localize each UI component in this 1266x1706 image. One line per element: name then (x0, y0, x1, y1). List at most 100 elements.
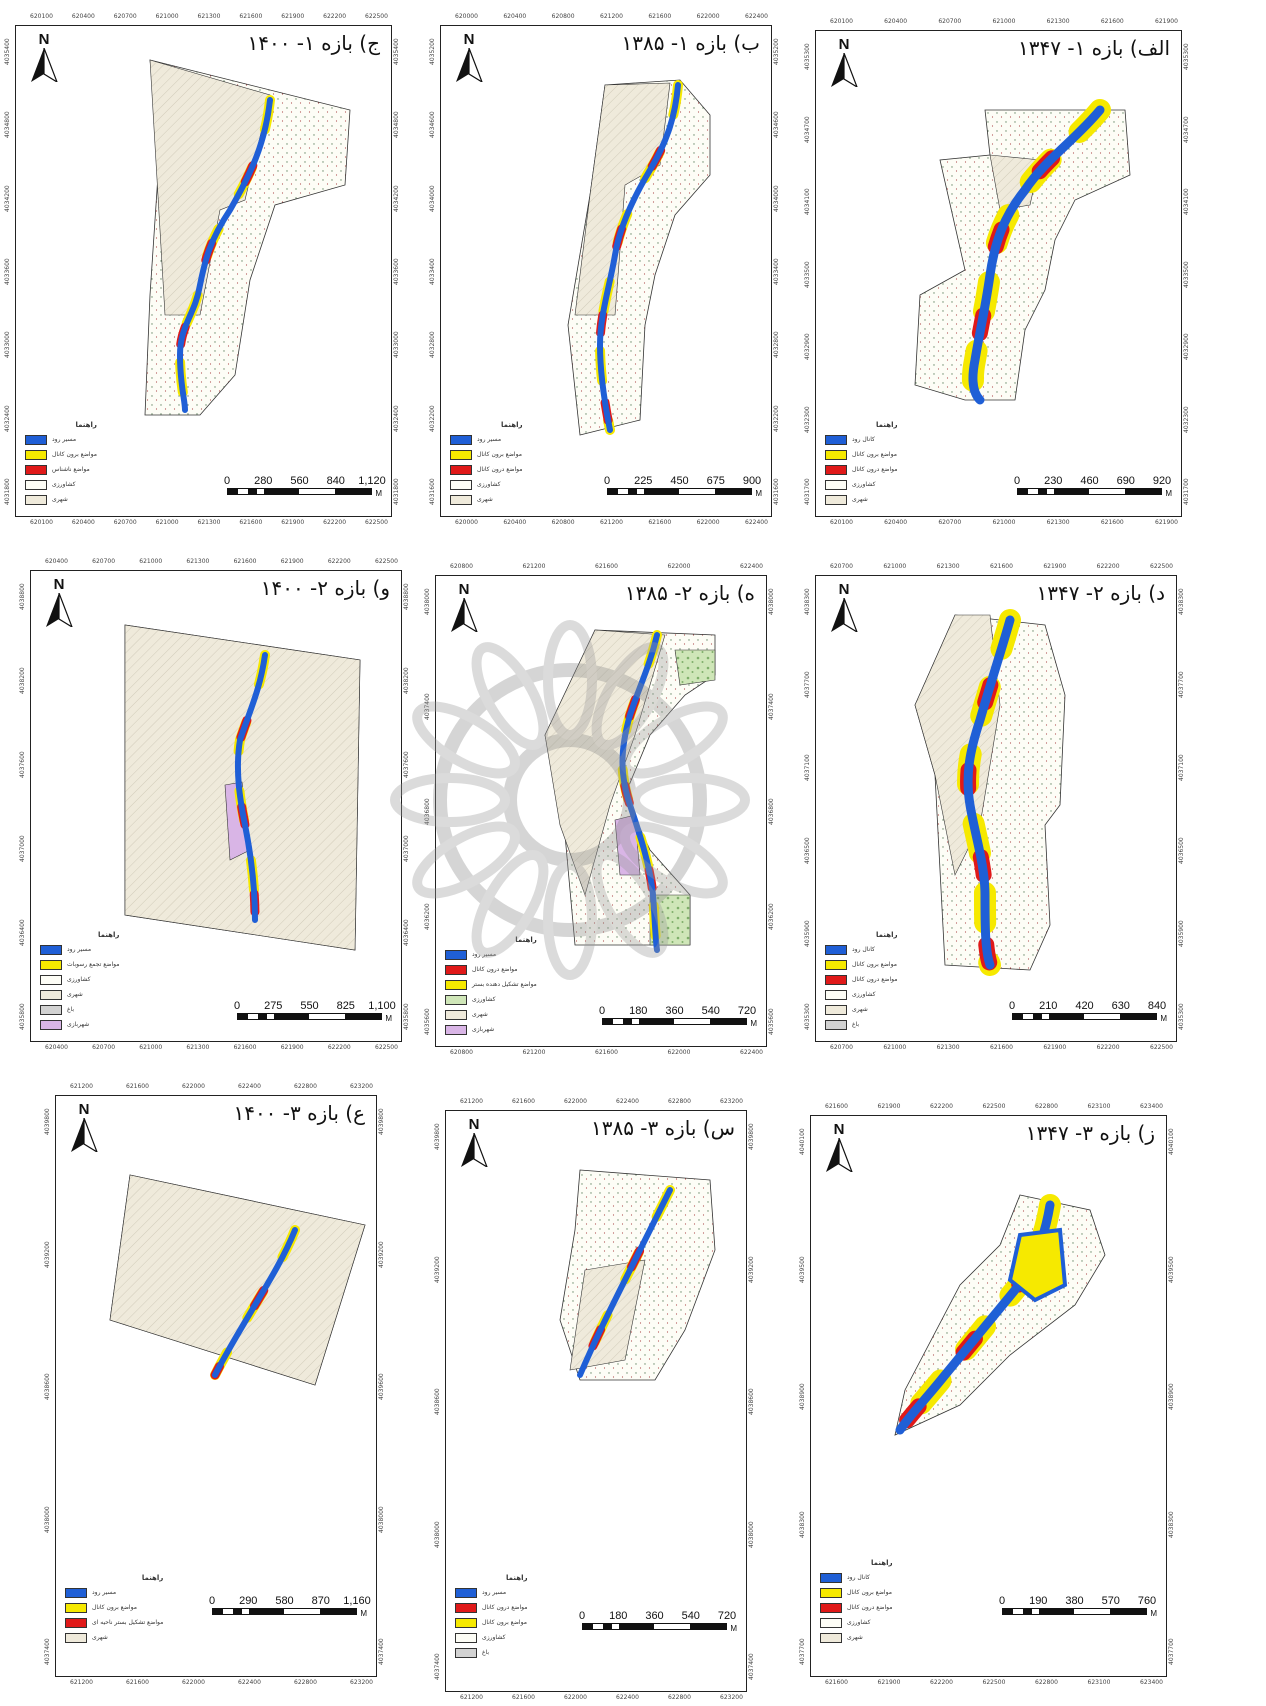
map-title: س) بازه ۳- ۱۳۸۵ (590, 1116, 735, 1140)
coord-tick: 623400 (1140, 1103, 1163, 1110)
coord-tick: 620800 (551, 13, 575, 20)
map-title: الف) بازه ۱- ۱۳۴۷ (1018, 36, 1170, 60)
legend-item: کانال رود (825, 432, 898, 447)
coord-tick: 621900 (1043, 563, 1067, 570)
legend-swatch (65, 1587, 87, 1598)
legend-title: راهنما (515, 936, 537, 944)
legend-label: شهری (477, 496, 493, 503)
coord-tick: 4033500 (804, 260, 811, 288)
legend-swatch (825, 974, 847, 985)
legend-item: مسیر رود (450, 432, 523, 447)
coord-tick: 620700 (938, 18, 962, 25)
coord-tick: 4033600 (393, 258, 400, 285)
legend: راهنما مسیر رود مواضع درون کانال مواضع ت… (445, 936, 537, 1037)
scale-label: 290 (239, 1595, 258, 1607)
coord-tick: 620100 (830, 18, 853, 25)
coord-tick: 620400 (45, 1044, 68, 1051)
legend-item: شهری (40, 987, 119, 1002)
scale-label: 920 (1152, 475, 1172, 487)
coord-tick: 622000 (182, 1083, 205, 1090)
north-label: N (468, 1116, 480, 1133)
legend-label: کشاورزی (52, 481, 76, 488)
coord-tick: 4032800 (429, 331, 436, 359)
river-channel (234, 652, 268, 923)
legend-label: کشاورزی (477, 481, 501, 488)
coord-tick: 4034000 (429, 184, 436, 212)
coord-tick: 4034100 (1183, 188, 1190, 215)
legend-swatch (825, 989, 847, 1000)
coord-tick: 622500 (982, 1103, 1006, 1110)
coord-tick: 621000 (992, 519, 1016, 526)
coord-tick: 4035200 (429, 38, 436, 65)
watermark-petal (630, 773, 750, 827)
map-panel-b: ب) بازه ۱- ۱۳۸۵ N راهنما مسیر رود مواضع ب… (429, 13, 780, 526)
legend-swatch (40, 1019, 62, 1030)
coord-tick: 621200 (522, 1049, 546, 1056)
legend: راهنما کانال رود مواضع برون کانال مواضع … (825, 421, 898, 507)
coord-tick: 4037000 (19, 835, 26, 862)
legend-label: شهری (847, 1634, 863, 1641)
map-canvas (889, 1194, 1106, 1441)
legend-swatch (65, 1617, 87, 1628)
coord-tick: 4035300 (804, 43, 811, 70)
coord-tick: 4033000 (393, 331, 400, 359)
coord-tick: 621600 (1100, 519, 1124, 526)
legend-item: شهری (450, 492, 523, 507)
coord-tick: 621000 (155, 13, 179, 20)
north-arrow-icon: N (27, 31, 61, 86)
coord-tick: 4038300 (1168, 1510, 1175, 1538)
scale-unit: M (1160, 1014, 1167, 1023)
coord-tick: 4037700 (1178, 671, 1185, 698)
coord-tick: 4038600 (434, 1388, 441, 1415)
legend-label: شهربازی (67, 1021, 90, 1028)
coord-tick: 620100 (830, 519, 853, 526)
arrow-icon (451, 597, 479, 634)
map-frame (810, 1115, 1167, 1677)
coord-tick: 4036400 (19, 919, 26, 946)
legend-swatch (450, 434, 472, 445)
watermark-petal (620, 821, 728, 899)
coord-tick: 622400 (745, 13, 768, 20)
legend-title: راهنما (871, 1559, 893, 1567)
coord-tick: 4034600 (773, 111, 780, 139)
legend-swatch (65, 1632, 87, 1643)
legend-item: شهری (825, 1002, 898, 1017)
legend-swatch (820, 1632, 842, 1643)
legend-label: مواضع درون کانال (847, 1604, 893, 1611)
legend-swatch (820, 1602, 842, 1613)
land-urban (914, 614, 1001, 876)
coord-tick: 4037400 (44, 1638, 51, 1665)
scale-label: 675 (706, 475, 725, 487)
coord-tick: 621000 (992, 18, 1016, 25)
scale-bar: 0 210 420 630 840 M (1009, 1000, 1167, 1023)
legend-label: مواضع برون کانال (92, 1604, 137, 1611)
coord-tick: 621300 (186, 558, 210, 565)
coord-tick: 621600 (648, 13, 672, 20)
scale-unit: M (750, 1019, 757, 1028)
legend-label: شهری (472, 1011, 488, 1018)
land-urban (574, 82, 671, 316)
legend-label: مسیر رود (482, 1589, 507, 1596)
coord-tick: 622800 (668, 1694, 691, 1701)
coord-tick: 621300 (936, 1044, 960, 1051)
legend-label: مواضع درون کانال (852, 466, 898, 473)
river-channel (577, 1187, 673, 1378)
coord-tick: 621600 (595, 563, 618, 570)
land-garden (674, 649, 716, 686)
legend-swatch (825, 434, 847, 445)
legend-label: مسیر رود (92, 1589, 117, 1596)
scale-label: 0 (1013, 475, 1021, 487)
legend-label: مواضع ناشناس (52, 466, 90, 473)
coord-tick: 620700 (92, 1044, 116, 1051)
scale-label: 1,120 (358, 475, 386, 487)
legend-item: شهری (825, 492, 898, 507)
coord-tick: 622400 (238, 1083, 261, 1090)
legend-item: مسیر رود (40, 942, 119, 957)
legend-swatch (65, 1602, 87, 1613)
legend-item: مواضع برون کانال (820, 1585, 893, 1600)
legend-label: باغ (852, 1021, 860, 1028)
coord-tick: 621900 (281, 13, 305, 20)
coord-tick: 4038900 (1168, 1383, 1175, 1410)
legend-item: مواضع درون کانال (825, 972, 898, 987)
map-canvas (914, 99, 1131, 411)
